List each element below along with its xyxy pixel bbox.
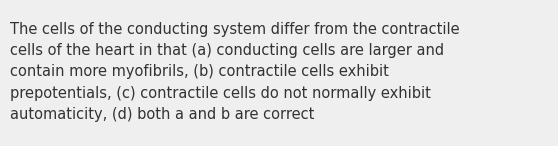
Text: The cells of the conducting system differ from the contractile
cells of the hear: The cells of the conducting system diffe… bbox=[10, 22, 460, 122]
